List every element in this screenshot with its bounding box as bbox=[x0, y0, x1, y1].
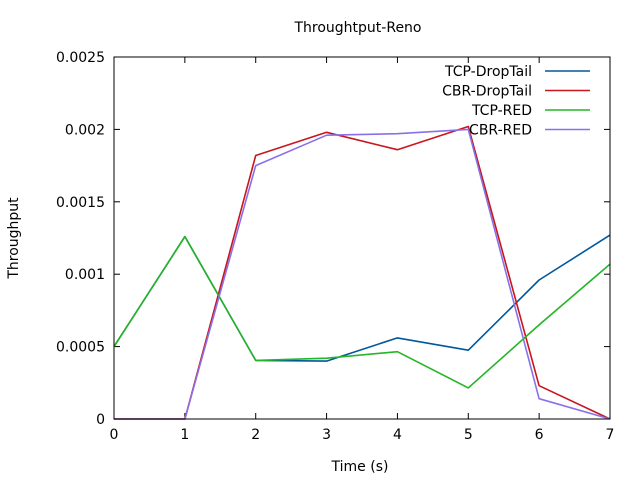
x-tick-label: 6 bbox=[535, 427, 544, 443]
y-tick-label: 0 bbox=[96, 412, 105, 428]
chart-title: Throughtput-Reno bbox=[293, 20, 421, 36]
x-tick-label: 4 bbox=[393, 427, 402, 443]
legend-label-tcp-red: TCP-RED bbox=[471, 103, 532, 119]
series-line-cbr-droptail bbox=[114, 125, 611, 420]
y-axis-label: Throughput bbox=[6, 197, 22, 280]
axis-ticks: 0 1 2 3 4 5 6 7 0 0.0005 0.001 0.0015 0.002 0.0025 bbox=[56, 50, 614, 443]
x-tick-label: 5 bbox=[464, 427, 473, 443]
y-tick-label: 0.0005 bbox=[56, 340, 105, 356]
legend: TCP-DropTail CBR-DropTail TCP-RED CBR-RED bbox=[442, 64, 590, 139]
x-axis-label: Time (s) bbox=[331, 459, 389, 475]
plot-frame bbox=[113, 56, 611, 420]
x-tick-label: 7 bbox=[606, 427, 615, 443]
series-line-tcp-red bbox=[113, 235, 611, 389]
y-tick-label: 0.0025 bbox=[56, 50, 105, 66]
y-tick-label: 0.001 bbox=[65, 267, 105, 283]
legend-label-cbr-red: CBR-RED bbox=[469, 123, 532, 139]
legend-label-cbr-droptail: CBR-DropTail bbox=[442, 84, 532, 100]
x-tick-label: 0 bbox=[110, 427, 119, 443]
x-tick-label: 1 bbox=[180, 427, 189, 443]
series-line-tcp-droptail bbox=[113, 234, 611, 362]
x-tick-label: 2 bbox=[251, 427, 260, 443]
x-tick-label: 3 bbox=[322, 427, 331, 443]
series-line-cbr-red bbox=[114, 128, 611, 420]
legend-label-tcp-droptail: TCP-DropTail bbox=[444, 64, 532, 80]
y-tick-label: 0.002 bbox=[65, 122, 105, 138]
y-tick-label: 0.0015 bbox=[56, 195, 105, 211]
series-lines bbox=[113, 125, 611, 420]
